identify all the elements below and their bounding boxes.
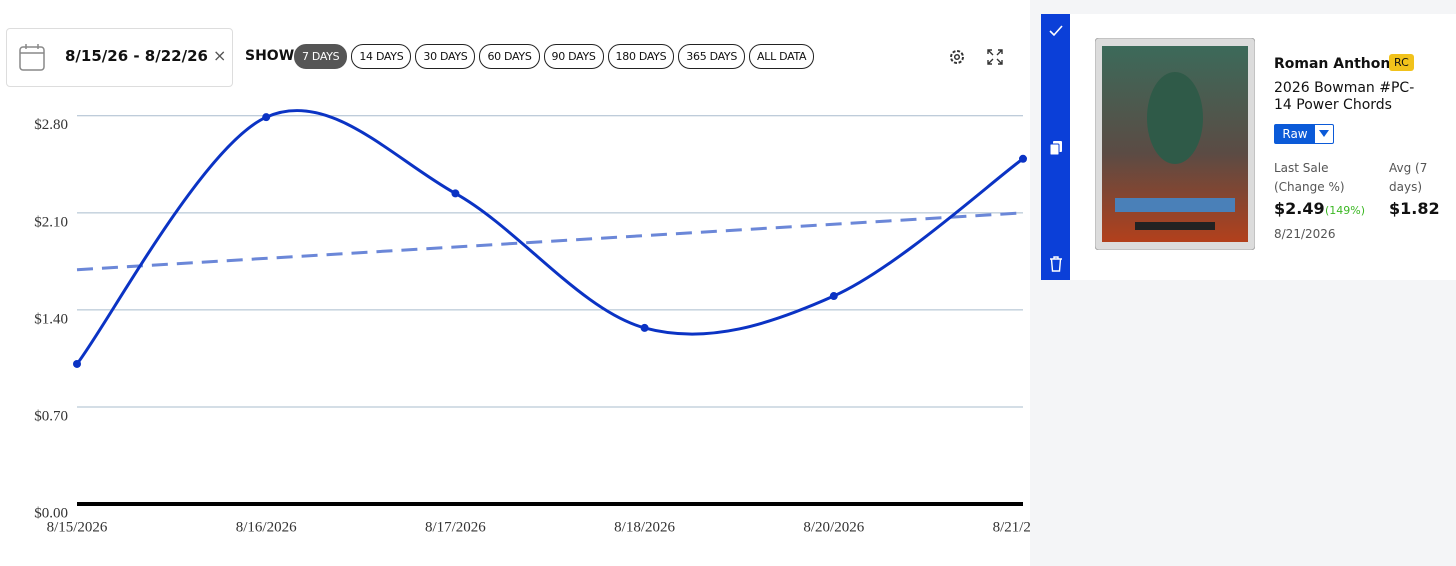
chart-pane: $0.00 $0.70 $1.40 $2.10 $2.80 8/15/2026 8/16/2… [0,0,1030,566]
last-sale-label: Last Sale (Change %) [1274,161,1345,194]
point [73,359,81,368]
check-icon[interactable] [1048,24,1064,38]
delete-icon[interactable] [1049,256,1063,272]
grade-select[interactable]: Raw [1274,124,1334,144]
y-tick-label: $1.40 [34,311,68,327]
date-picker[interactable]: 8/15/26 - 8/22/26 × [6,28,233,87]
change: (149%) [1325,204,1366,217]
grade: Raw [1275,125,1315,143]
card-image[interactable] [1095,38,1255,250]
range-button[interactable]: 90 DAYS [543,44,604,69]
copy-icon[interactable] [1049,140,1063,156]
rc-badge: RC [1389,54,1414,71]
x-tick-label: 8/20/2026 [803,519,864,535]
avg: $1.82 [1389,199,1440,218]
y-tick-label: $2.80 [34,117,68,133]
range-button[interactable]: 7 DAYS [294,44,348,69]
y-tick-label: $2.10 [34,214,68,230]
card-panel: Roman Anthony RC 2026 Bowman #PC-14 Powe… [1041,14,1456,280]
show-label: SHOW [245,48,295,64]
last-sale: $2.49 [1274,199,1325,218]
range-button[interactable]: 60 DAYS [479,44,540,69]
range-buttons: 7 DAYS 14 DAYS 30 DAYS 60 DAYS 90 DAYS 180 DA… [294,44,815,69]
point [262,113,271,122]
action-bar [1041,14,1070,280]
dropdown-arrow [1319,130,1329,137]
calendar-icon [19,44,45,71]
point [1019,154,1027,163]
point [829,292,838,301]
clear-icon[interactable]: × [213,46,227,65]
card-set: 2026 Bowman #PC-14 Power Chords [1274,80,1415,113]
avg-label: Avg (7 days) [1389,161,1428,194]
point [451,189,460,198]
y-tick-label: $0.70 [34,408,68,424]
x-tick-label: 8/15/2026 [47,519,108,535]
point [640,323,649,332]
sale-date: 8/21/2026 [1274,227,1336,241]
range-button[interactable]: 365 DAYS [678,44,746,69]
chart: $0.00 $0.70 $1.40 $2.10 $2.80 8/15/2026 8/16/2… [34,109,1030,535]
range-button[interactable]: ALL DATA [749,44,815,69]
settings-icon[interactable] [948,48,966,66]
range-button[interactable]: 180 DAYS [607,44,675,69]
x-tick-label: 8/17/2026 [425,519,486,535]
player-name: Roman Anthony [1274,56,1400,72]
x-tick-label: 8/18/2026 [614,519,675,535]
expand-icon[interactable] [987,49,1003,65]
range-button[interactable]: 30 DAYS [415,44,476,69]
date-range: 8/15/26 - 8/22/26 [65,47,208,65]
range-button[interactable]: 14 DAYS [351,44,412,69]
x-tick-label: 8/21/2026 [993,519,1030,535]
trend-line [76,211,1024,272]
price-line [75,109,1024,365]
x-tick-label: 8/16/2026 [236,519,297,535]
y-tick-label: $0.00 [34,505,68,521]
